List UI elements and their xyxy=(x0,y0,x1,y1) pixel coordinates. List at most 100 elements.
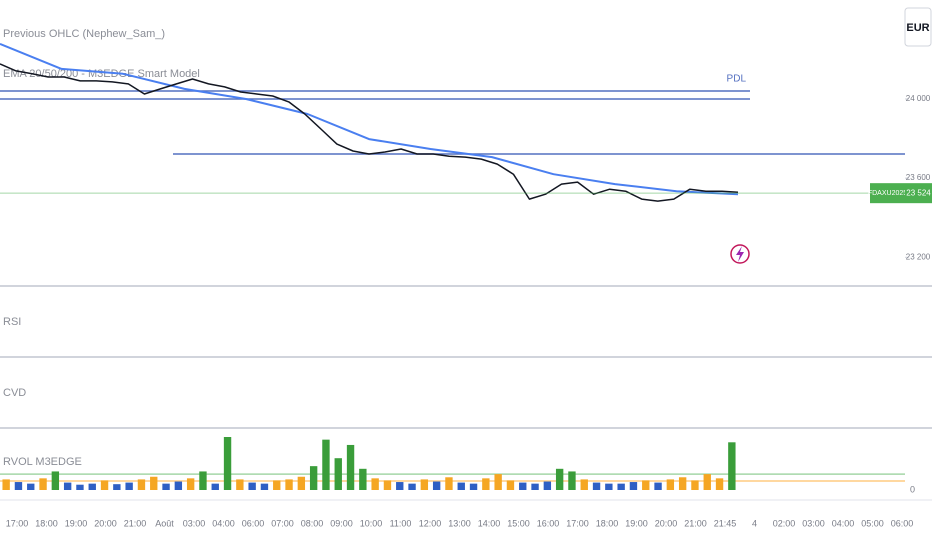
x-tick-label: 04:00 xyxy=(212,518,235,528)
volume-bar xyxy=(309,466,318,490)
volume-bar xyxy=(482,478,490,490)
x-tick-label: 13:00 xyxy=(448,518,471,528)
volume-bar xyxy=(654,482,662,490)
x-tick-label: Août xyxy=(155,518,174,528)
x-tick-label: 04:00 xyxy=(832,518,855,528)
volume-bar xyxy=(432,481,441,490)
x-tick-label: 03:00 xyxy=(802,518,825,528)
volume-bar xyxy=(408,483,416,490)
volume-bar xyxy=(617,483,625,490)
volume-bar xyxy=(555,468,564,490)
volume-bar xyxy=(703,474,711,490)
volume-bar xyxy=(113,484,121,490)
volume-bar xyxy=(715,478,724,490)
x-tick-label: 07:00 xyxy=(271,518,294,528)
x-tick-label: 18:00 xyxy=(596,518,619,528)
volume-bar xyxy=(691,480,699,490)
volume-bar xyxy=(186,478,195,490)
y-tick-label: 23 600 xyxy=(906,173,931,182)
level-label: PDL xyxy=(727,74,747,85)
currency[interactable]: EUR xyxy=(906,22,929,34)
ema-line xyxy=(0,42,739,196)
volume-bar xyxy=(469,483,478,490)
symbol-tag xyxy=(870,183,905,204)
x-tick-label: 20:00 xyxy=(94,518,117,528)
x-tick-label: 21:00 xyxy=(684,518,707,528)
price-line xyxy=(0,63,739,202)
volume-bar xyxy=(642,480,650,490)
volume-bar xyxy=(334,458,342,490)
volume-bar xyxy=(396,482,404,490)
volume-bar xyxy=(519,482,527,490)
x-tick-label: 4 xyxy=(752,518,757,528)
x-tick-label: 09:00 xyxy=(330,518,353,528)
y-tick-label: 0 xyxy=(910,484,915,494)
symbol-tag-label: FDAXU2025 xyxy=(868,190,907,197)
x-tick-label: 18:00 xyxy=(35,518,58,528)
volume-bar xyxy=(248,482,256,490)
volume-bar xyxy=(39,478,47,490)
x-tick-label: 20:00 xyxy=(655,518,678,528)
volume-bar xyxy=(531,483,539,490)
x-tick-label: 15:00 xyxy=(507,518,530,528)
x-tick-label: 21:00 xyxy=(124,518,147,528)
volume-bar xyxy=(285,479,293,490)
volume-bar xyxy=(506,480,515,490)
volume-bar xyxy=(678,477,687,490)
volume-bar xyxy=(420,479,429,490)
volume-bar xyxy=(605,483,613,490)
volume-bar xyxy=(260,483,269,490)
volume-bar xyxy=(211,483,219,490)
alert-icon[interactable] xyxy=(730,244,750,264)
x-tick-label: 08:00 xyxy=(301,518,324,528)
volume-bar xyxy=(51,471,60,490)
x-tick-label: 11:00 xyxy=(390,518,412,528)
volume-bar xyxy=(297,476,306,490)
volume-bar xyxy=(383,480,392,490)
x-tick-label: 10:00 xyxy=(360,518,383,528)
volume-bar xyxy=(629,482,638,490)
x-tick-label: 14:00 xyxy=(478,518,501,528)
volume-bar xyxy=(150,476,158,490)
volume-bar xyxy=(2,479,10,490)
volume-bar xyxy=(592,482,601,490)
x-tick-label: 06:00 xyxy=(891,518,914,528)
volume-bar xyxy=(14,482,23,490)
volume-bar xyxy=(666,479,675,490)
x-tick-label: 12:00 xyxy=(419,518,442,528)
x-tick-label: 16:00 xyxy=(537,518,560,528)
volume-bar xyxy=(199,471,207,490)
x-tick-label: 19:00 xyxy=(65,518,88,528)
x-tick-label: 02:00 xyxy=(773,518,796,528)
volume-bar xyxy=(322,439,330,490)
price-tag-label: 23 524 xyxy=(906,188,931,197)
volume-bar xyxy=(100,480,109,490)
volume-bar xyxy=(457,482,465,490)
volume-bar xyxy=(125,482,133,490)
price-tag xyxy=(905,183,932,204)
x-tick-label: 03:00 xyxy=(183,518,206,528)
x-tick-label: 17:00 xyxy=(566,518,589,528)
volume-bar xyxy=(162,483,170,490)
currency-box[interactable] xyxy=(904,7,932,47)
volume-bar xyxy=(137,479,146,490)
volume-bar xyxy=(728,442,736,490)
x-tick-label: 06:00 xyxy=(242,518,265,528)
volume-bar xyxy=(346,444,355,490)
pane-title: RVOL M3EDGE xyxy=(3,456,82,468)
volume-bar xyxy=(76,484,84,490)
volume-bar xyxy=(27,483,35,490)
volume-bar xyxy=(580,479,588,490)
volume-bar xyxy=(568,471,576,490)
volume-bar xyxy=(494,474,502,490)
volume-bar xyxy=(371,478,379,490)
volume-bar xyxy=(223,437,232,490)
x-tick-label: 05:00 xyxy=(861,518,884,528)
volume-bar xyxy=(445,477,453,490)
indicator-legend[interactable]: Previous OHLC (Nephew_Sam_) xyxy=(3,28,165,40)
volume-bar xyxy=(273,480,281,490)
volume-bar xyxy=(359,468,367,490)
y-tick-label: 24 000 xyxy=(906,94,931,103)
